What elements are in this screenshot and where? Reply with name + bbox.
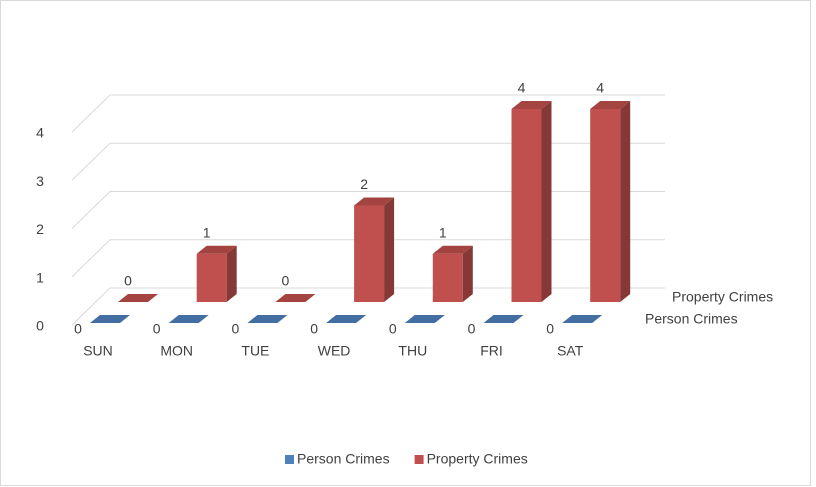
data-label: 0 <box>468 321 476 337</box>
bar-side <box>384 197 395 302</box>
bar <box>590 101 631 302</box>
bar-top <box>168 315 209 323</box>
y-tick-label: 1 <box>36 269 44 285</box>
bar-top <box>354 197 395 206</box>
x-tick-label: FRI <box>480 343 503 359</box>
bar <box>562 315 603 323</box>
bar-top <box>326 315 367 323</box>
data-label: 0 <box>310 321 318 337</box>
bar-top <box>247 315 288 323</box>
y-tick-label: 4 <box>36 125 44 141</box>
data-label: 0 <box>389 321 397 337</box>
bar <box>90 315 130 323</box>
data-label: 0 <box>74 321 82 337</box>
bar-top <box>275 294 316 302</box>
data-label: 0 <box>153 321 161 337</box>
data-label: 0 <box>124 273 132 289</box>
legend-swatch <box>285 455 294 464</box>
bar-top <box>404 315 445 323</box>
series-axis-label: Property Crimes <box>672 289 773 305</box>
bar <box>483 315 524 323</box>
y-tick-label: 0 <box>36 318 44 334</box>
x-tick-label: SAT <box>557 343 584 359</box>
bar-top <box>562 315 603 323</box>
grid-line <box>71 191 665 229</box>
bar <box>326 315 367 323</box>
bar <box>247 315 288 323</box>
x-tick-label: WED <box>318 343 351 359</box>
bar-side <box>462 245 473 302</box>
bar-side <box>620 101 631 302</box>
x-tick-label: MON <box>160 343 193 359</box>
data-label: 4 <box>596 80 604 96</box>
data-label: 0 <box>282 273 290 289</box>
y-tick-label: 2 <box>36 221 44 237</box>
legend-label: Person Crimes <box>297 451 390 467</box>
bar-front <box>354 205 385 302</box>
legend-label: Property Crimes <box>427 451 528 467</box>
grid-line <box>71 94 665 133</box>
bar-front <box>196 253 227 302</box>
bar <box>196 245 237 302</box>
bar-side <box>541 101 552 302</box>
bar-top <box>511 101 552 109</box>
bar-front <box>432 253 463 302</box>
data-label: 2 <box>360 176 368 192</box>
bar-top <box>196 245 237 254</box>
bar <box>354 197 395 302</box>
series-axis-label: Person Crimes <box>645 311 738 327</box>
bar <box>432 245 473 302</box>
bar-top <box>118 294 158 302</box>
grid-line <box>71 287 665 326</box>
data-label: 4 <box>518 80 526 96</box>
bar <box>404 315 445 323</box>
bar-top <box>432 245 473 254</box>
data-label: 0 <box>232 321 240 337</box>
x-tick-label: TUE <box>241 343 269 359</box>
bar <box>168 315 209 323</box>
data-label: 1 <box>203 224 211 240</box>
x-tick-label: THU <box>398 343 427 359</box>
legend-swatch <box>414 455 424 464</box>
grid-line <box>71 239 665 278</box>
bar-front <box>590 109 621 302</box>
x-tick-label: SUN <box>83 343 113 359</box>
bar <box>118 294 158 302</box>
bar-top <box>483 315 524 323</box>
data-label: 1 <box>439 224 447 240</box>
bar-side <box>226 245 237 302</box>
bar-top <box>90 315 130 323</box>
grid-line <box>71 142 665 181</box>
bar <box>511 101 552 302</box>
data-label: 0 <box>546 321 554 337</box>
bar-front <box>511 109 542 302</box>
bar <box>275 294 316 302</box>
bar-top <box>590 101 631 109</box>
y-tick-label: 3 <box>36 173 44 189</box>
